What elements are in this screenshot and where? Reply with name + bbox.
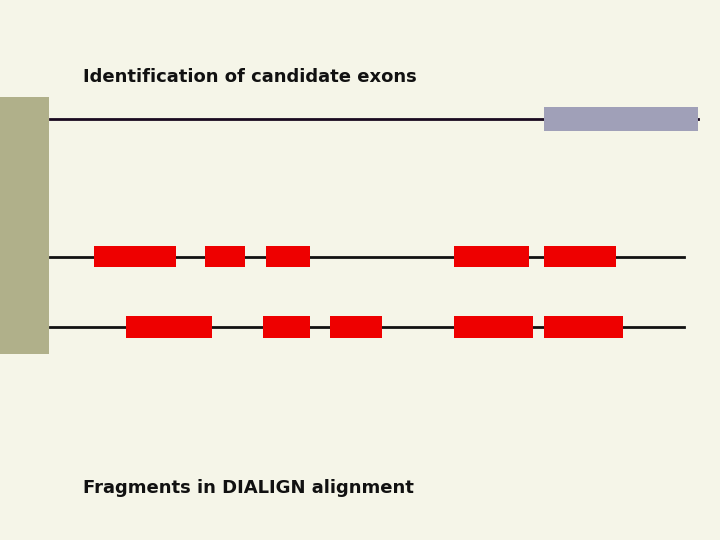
Text: Fragments in DIALIGN alignment: Fragments in DIALIGN alignment (83, 479, 414, 497)
Bar (544, 107, 698, 131)
Bar (454, 316, 533, 338)
Bar (126, 316, 212, 338)
Bar (454, 246, 529, 267)
Bar (266, 246, 310, 267)
Bar (0, 97, 49, 354)
Bar (330, 316, 382, 338)
Bar (544, 316, 623, 338)
Bar (263, 316, 310, 338)
Bar (94, 246, 176, 267)
Bar (205, 246, 245, 267)
Bar (544, 246, 616, 267)
Text: Identification of candidate exons: Identification of candidate exons (83, 68, 417, 85)
